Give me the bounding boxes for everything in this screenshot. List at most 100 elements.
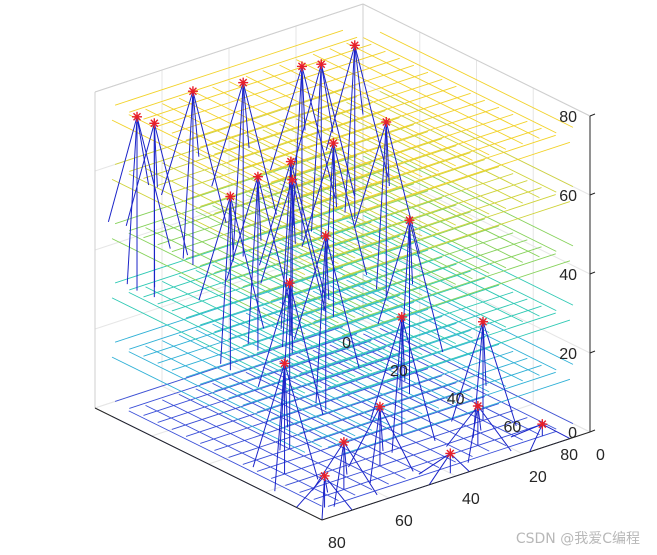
point-stem xyxy=(369,406,381,484)
point-stem xyxy=(379,406,384,452)
point-marker xyxy=(284,278,295,289)
point-stem xyxy=(343,442,348,475)
x-tick-label: 20 xyxy=(529,469,547,486)
point-marker-stroke xyxy=(382,118,391,126)
point-stem xyxy=(482,321,517,427)
z-tick-label: 0 xyxy=(568,425,577,442)
point-marker xyxy=(132,111,143,122)
point-stem xyxy=(284,363,289,428)
point-marker xyxy=(225,191,236,202)
mesh-line xyxy=(363,96,557,193)
point-stem xyxy=(290,161,325,294)
point-stem xyxy=(332,142,368,276)
point-stem xyxy=(375,121,387,290)
mesh-line xyxy=(271,403,500,479)
x-tick-label: 0 xyxy=(596,447,605,464)
point-stem xyxy=(401,316,406,382)
mesh-line xyxy=(313,127,542,204)
point-marker xyxy=(285,156,296,167)
mesh-line xyxy=(229,81,423,178)
point-marker xyxy=(296,61,307,72)
point-marker-stroke xyxy=(446,449,455,458)
point-marker-stroke xyxy=(538,420,547,429)
point-marker-stroke xyxy=(150,119,159,128)
point-stem xyxy=(320,64,334,133)
mesh-line xyxy=(379,327,574,425)
point-marker-stroke xyxy=(405,216,414,225)
point-marker-stroke xyxy=(297,62,306,71)
mesh-line xyxy=(285,291,514,368)
mesh-line xyxy=(327,194,556,270)
mesh-line xyxy=(178,393,373,491)
mesh-line xyxy=(299,298,528,375)
mesh-layer xyxy=(111,266,574,455)
point-marker xyxy=(149,118,160,129)
point-marker xyxy=(381,117,392,127)
point-stem xyxy=(467,405,479,463)
point-stem xyxy=(529,423,543,453)
mesh-line xyxy=(111,238,306,335)
point-stem xyxy=(242,82,277,215)
z-tick-mark xyxy=(589,429,596,433)
point-stem xyxy=(291,179,326,312)
mesh-line xyxy=(212,145,406,243)
point-stem xyxy=(354,45,389,178)
point-marker-stroke xyxy=(321,231,330,240)
mesh-line xyxy=(363,37,557,134)
mesh-line xyxy=(363,333,557,430)
mesh-line xyxy=(114,207,344,284)
point-marker xyxy=(187,86,198,97)
mesh-line xyxy=(285,410,514,486)
point-marker-stroke xyxy=(479,317,487,326)
point-marker xyxy=(445,448,456,459)
point-stem xyxy=(354,45,364,115)
mesh-line xyxy=(299,180,528,256)
point-stem xyxy=(325,235,330,300)
point-stem xyxy=(301,142,334,247)
point-stem xyxy=(107,116,138,223)
box-edge-top-right xyxy=(94,3,364,93)
point-marker xyxy=(404,215,415,226)
point-stem xyxy=(260,179,293,284)
mesh-line xyxy=(271,284,500,361)
mesh-line xyxy=(242,270,471,347)
x-tick-label: 80 xyxy=(328,535,346,552)
point-stem xyxy=(446,405,479,447)
mesh-line xyxy=(212,264,406,361)
mesh-line xyxy=(145,108,339,205)
point-stem xyxy=(289,282,324,416)
point-marker-stroke xyxy=(339,438,348,447)
mesh-line xyxy=(299,357,528,434)
mesh-line xyxy=(212,382,406,480)
point-stem xyxy=(274,363,286,492)
mesh-line xyxy=(114,89,344,165)
point-marker xyxy=(478,316,488,327)
point-stem xyxy=(451,321,484,422)
mesh-line xyxy=(313,187,542,263)
point-stem xyxy=(126,116,138,285)
point-stem xyxy=(409,220,414,285)
mesh-line xyxy=(271,343,500,420)
mesh-line xyxy=(128,410,322,507)
mesh-line xyxy=(242,92,471,169)
point-stem xyxy=(247,176,259,345)
tick-labels: 0 20 40 60 80 0 20 40 60 80 0 20 40 60 80 xyxy=(328,109,605,552)
mesh-line xyxy=(379,268,574,365)
point-stem xyxy=(315,235,327,404)
y-tick-label: 0 xyxy=(342,335,351,352)
point-marker-stroke xyxy=(226,192,235,201)
point-marker-stroke xyxy=(285,279,294,288)
mesh-line xyxy=(242,329,471,406)
point-stem xyxy=(401,316,436,442)
mesh-line xyxy=(256,277,485,354)
mesh-line xyxy=(313,305,542,382)
mesh-line xyxy=(128,114,322,211)
mesh-line xyxy=(341,260,571,337)
mesh-line xyxy=(327,253,556,330)
mesh-line xyxy=(363,274,557,371)
mesh-line xyxy=(178,275,373,372)
point-marker-stroke xyxy=(286,157,295,166)
mesh-line xyxy=(195,329,389,426)
point-stem xyxy=(377,220,410,325)
y-tick-label: 40 xyxy=(447,391,465,408)
